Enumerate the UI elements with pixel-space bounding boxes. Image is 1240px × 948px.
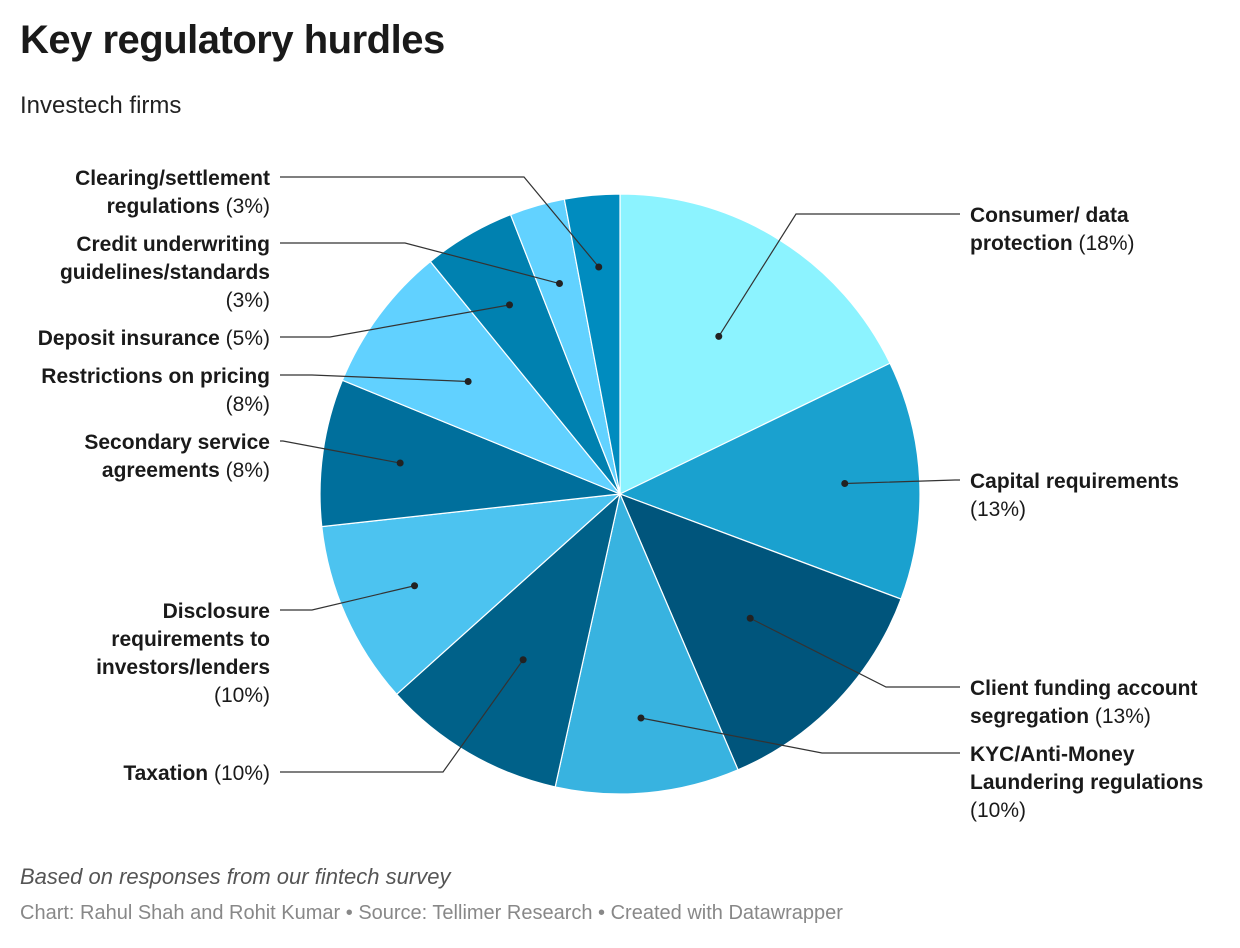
- pie-slice-capital-requirements: [618, 362, 921, 600]
- leader-line-disclosure-requirements-to-investors-lenders: [280, 585, 415, 611]
- slice-label-secondary-service-agreements: Secondary service agreements (8%): [84, 431, 270, 482]
- pie-slice-kyc-anti-money-laundering-regulations: [554, 492, 739, 795]
- slice-label-consumer-data-protection: Consumer/ data protection (18%): [970, 204, 1135, 255]
- pie-slice-restrictions-on-pricing: [341, 260, 621, 495]
- byline-tool: Created with Datawrapper: [610, 902, 843, 924]
- slice-label-kyc-anti-money-laundering-regulations: KYC/Anti-Money Laundering regulations (10%…: [970, 743, 1203, 822]
- pie-slice-taxation: [395, 492, 621, 788]
- leader-line-clearing-settlement-regulations: [280, 176, 600, 268]
- slice-label-capital-requirements: Capital requirements (13%): [970, 470, 1179, 521]
- slice-label-client-funding-account-segregation: Client funding account segregation (13%): [970, 677, 1197, 728]
- slice-label-deposit-insurance: Deposit insurance (5%): [38, 327, 270, 350]
- leader-line-credit-underwriting-guidelines-standards: [280, 242, 560, 285]
- leader-dot-restrictions-on-pricing: [464, 377, 472, 385]
- pie-slice-clearing-settlement-regulations: [563, 193, 621, 495]
- leader-dot-client-funding-account-segregation: [746, 614, 754, 622]
- chart-byline: Chart: Rahul Shah and Rohit Kumar • Sour…: [20, 902, 843, 924]
- chart-title: Key regulatory hurdles: [20, 18, 445, 62]
- leader-line-consumer-data-protection: [718, 213, 960, 337]
- leader-dot-clearing-settlement-regulations: [595, 263, 603, 271]
- leader-dot-capital-requirements: [841, 480, 849, 488]
- leader-line-secondary-service-agreements: [280, 440, 401, 464]
- leader-line-capital-requirements: [844, 479, 960, 485]
- byline-author: Chart: Rahul Shah and Rohit Kumar: [20, 902, 341, 924]
- chart-subtitle: Investech firms: [20, 92, 182, 119]
- slice-label-credit-underwriting-guidelines-standards: Credit underwriting guidelines/standards(…: [60, 233, 270, 312]
- leader-dot-kyc-anti-money-laundering-regulations: [637, 714, 645, 722]
- pie-slice-client-funding-account-segregation: [618, 492, 902, 771]
- leader-line-deposit-insurance: [280, 304, 510, 338]
- pie-slice-secondary-service-agreements: [319, 379, 621, 528]
- leader-dot-consumer-data-protection: [715, 332, 723, 340]
- slice-label-clearing-settlement-regulations: Clearing/settlement regulations (3%): [75, 167, 270, 218]
- slice-label-taxation: Taxation (10%): [123, 762, 270, 785]
- leader-dot-credit-underwriting-guidelines-standards: [555, 280, 563, 288]
- leader-dot-taxation: [519, 656, 527, 664]
- leader-line-taxation: [280, 659, 524, 773]
- leader-dot-disclosure-requirements-to-investors-lenders: [411, 582, 419, 590]
- pie-slice-disclosure-requirements-to-investors-lenders: [321, 493, 622, 696]
- leader-line-client-funding-account-segregation: [749, 617, 960, 688]
- leader-line-kyc-anti-money-laundering-regulations: [640, 717, 960, 754]
- slice-label-restrictions-on-pricing: Restrictions on pricing (8%): [41, 365, 270, 416]
- leader-dot-secondary-service-agreements: [396, 459, 404, 467]
- byline-source: Source: Tellimer Research: [358, 902, 593, 924]
- chart-note: Based on responses from our fintech surv…: [20, 864, 451, 889]
- leader-dot-deposit-insurance: [506, 301, 514, 309]
- slice-label-disclosure-requirements-to-investors-lenders: Disclosure requirements to investors/lende…: [96, 600, 270, 707]
- leader-line-restrictions-on-pricing: [280, 374, 469, 383]
